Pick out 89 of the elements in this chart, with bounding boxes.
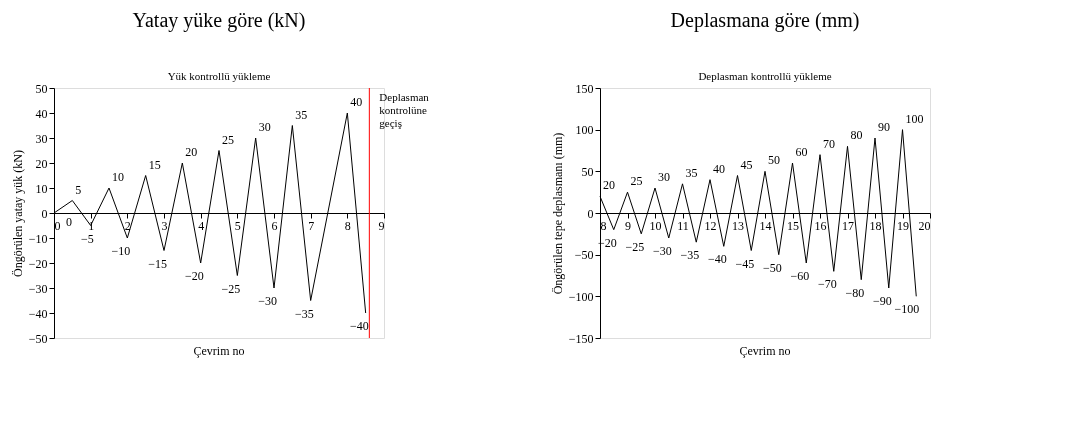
y-tick-label: 0 xyxy=(587,206,594,221)
x-tick-label: 19 xyxy=(897,218,909,233)
data-label: 20 xyxy=(185,145,198,159)
data-label: 40 xyxy=(713,161,725,176)
data-label: −35 xyxy=(294,306,314,321)
y-tick-label: 20 xyxy=(35,156,48,171)
data-label: 15 xyxy=(148,157,161,172)
x-tick-label: 8 xyxy=(600,218,607,233)
x-tick-label: 11 xyxy=(677,218,689,233)
x-tick-label: 4 xyxy=(198,218,205,233)
data-label: 5 xyxy=(75,182,82,197)
chart-title: Yatay yüke göre (kN) xyxy=(132,9,306,32)
data-label: 25 xyxy=(222,132,234,147)
data-label: 90 xyxy=(878,120,890,134)
x-tick-label: 2 xyxy=(124,218,131,233)
data-label: −60 xyxy=(790,269,810,283)
data-label: −5 xyxy=(80,231,94,246)
x-tick-label: 0 xyxy=(54,218,61,233)
y-tick-label: −30 xyxy=(28,281,48,296)
data-label: 50 xyxy=(768,153,780,168)
data-label: −80 xyxy=(845,285,865,300)
x-tick-label: 14 xyxy=(759,218,772,233)
x-tick-label: 20 xyxy=(918,218,931,233)
y-axis-title: Öngörülen tepe deplasmanı (mm) xyxy=(550,132,565,295)
data-label: −40 xyxy=(707,252,727,267)
data-label: −50 xyxy=(762,260,782,275)
data-label: −70 xyxy=(817,277,837,292)
x-tick-label: 9 xyxy=(378,218,385,233)
y-tick-label: 150 xyxy=(575,81,594,96)
x-tick-label: 10 xyxy=(649,218,662,233)
data-label: 25 xyxy=(630,174,643,189)
x-tick-label: 18 xyxy=(869,218,882,233)
x-tick-label: 16 xyxy=(814,218,827,233)
data-label: −30 xyxy=(258,294,277,308)
data-label: −20 xyxy=(184,269,204,283)
x-tick-label: 1 xyxy=(88,218,95,233)
y-tick-label: −20 xyxy=(28,256,48,271)
data-label: 60 xyxy=(795,145,808,159)
x-tick-label: 5 xyxy=(234,218,241,233)
x-tick-label: 17 xyxy=(842,218,854,233)
data-label: −40 xyxy=(349,319,369,333)
data-label: 30 xyxy=(258,120,271,134)
y-tick-label: 40 xyxy=(35,106,48,121)
y-tick-label: −100 xyxy=(568,289,594,304)
y-tick-label: −10 xyxy=(28,231,48,246)
x-tick-label: 3 xyxy=(161,218,168,233)
chart-title: Deplasmana göre (mm) xyxy=(670,9,860,32)
data-label: 35 xyxy=(685,165,698,180)
data-label: 70 xyxy=(823,136,835,151)
x-tick-label: 12 xyxy=(704,218,717,233)
data-label: −45 xyxy=(735,256,755,271)
y-axis-title: Öngörülen yatay yük (kN) xyxy=(10,150,25,277)
x-axis-title: Çevrim no xyxy=(739,344,791,358)
data-label: −10 xyxy=(111,244,131,258)
x-tick-label: 13 xyxy=(732,218,744,233)
y-tick-label: −50 xyxy=(574,248,594,263)
chart-subtitle: Deplasman kontrollü yükleme xyxy=(698,70,832,82)
data-label: −30 xyxy=(652,244,672,258)
x-tick-label: 15 xyxy=(787,218,799,233)
y-tick-label: −50 xyxy=(28,331,48,346)
data-label: −100 xyxy=(894,302,920,317)
y-tick-label: 50 xyxy=(35,81,48,96)
y-tick-label: 0 xyxy=(41,206,48,221)
data-label: 80 xyxy=(850,128,863,143)
chart-subtitle: Yük kontrollü yükleme xyxy=(167,70,271,82)
data-label: 40 xyxy=(350,95,363,109)
x-axis-title: Çevrim no xyxy=(193,344,245,358)
data-label: −15 xyxy=(148,256,167,271)
y-tick-label: 50 xyxy=(581,164,594,179)
data-label: 10 xyxy=(112,170,124,184)
y-tick-label: 10 xyxy=(35,181,48,196)
data-label: 45 xyxy=(740,157,753,172)
ref-line-label: Deplasman kontrolüne geçiş xyxy=(379,91,430,129)
data-label: 35 xyxy=(295,107,308,122)
data-label: 30 xyxy=(658,170,670,184)
y-tick-label: 100 xyxy=(575,123,594,138)
y-tick-label: −40 xyxy=(28,306,48,321)
x-tick-label: 8 xyxy=(344,218,351,233)
y-tick-label: −150 xyxy=(568,331,594,346)
data-label: −25 xyxy=(625,239,645,254)
data-label: −90 xyxy=(872,294,892,308)
data-label: 100 xyxy=(905,111,924,126)
y-tick-label: 30 xyxy=(35,131,48,146)
x-tick-label: 7 xyxy=(308,218,315,233)
data-label: 20 xyxy=(603,178,615,193)
x-tick-label: 6 xyxy=(271,218,278,233)
x-tick-label: 9 xyxy=(625,218,631,233)
data-label: −35 xyxy=(680,248,700,263)
data-label: −25 xyxy=(221,281,241,296)
